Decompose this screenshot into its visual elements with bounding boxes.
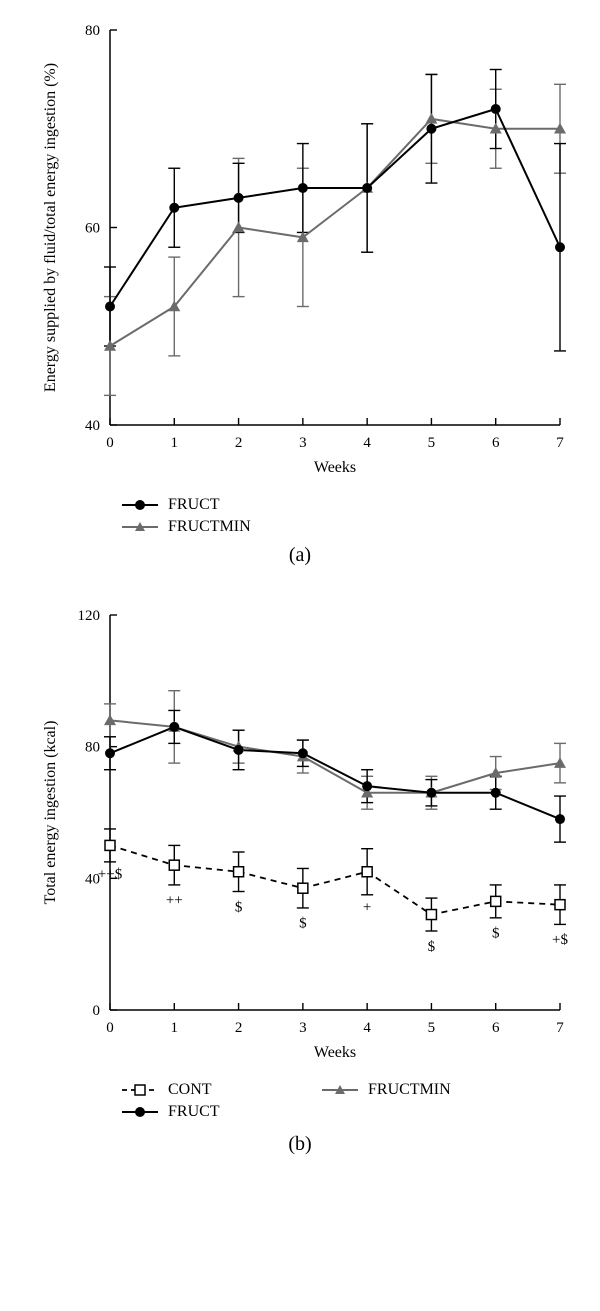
legend-marker-fruct xyxy=(120,1105,160,1119)
legend-b-item-fructmin: FRUCTMIN xyxy=(320,1081,520,1099)
svg-text:5: 5 xyxy=(428,435,436,451)
svg-text:0: 0 xyxy=(106,435,114,451)
svg-text:++$: ++$ xyxy=(98,866,123,882)
svg-text:Total energy ingestion (kcal): Total energy ingestion (kcal) xyxy=(42,721,59,905)
svg-text:$: $ xyxy=(428,939,436,955)
svg-text:5: 5 xyxy=(428,1020,436,1036)
panel-b-label: (b) xyxy=(20,1133,580,1156)
svg-text:Energy supplied by fluid/total: Energy supplied by fluid/total energy in… xyxy=(42,63,59,392)
chart-a-svg: 40 60 80 0 1 2 3 4 5 6 7 Weeks Energy supplied by fl… xyxy=(20,10,580,490)
svg-text:120: 120 xyxy=(78,608,101,624)
svg-text:0: 0 xyxy=(106,1020,114,1036)
svg-text:Weeks: Weeks xyxy=(314,1044,356,1061)
panel-a-label: (a) xyxy=(20,544,580,567)
svg-text:6: 6 xyxy=(492,1020,500,1036)
legend-marker-cont xyxy=(120,1083,160,1097)
svg-text:3: 3 xyxy=(299,435,307,451)
legend-label: CONT xyxy=(168,1081,212,1099)
chart-a: 40 60 80 0 1 2 3 4 5 6 7 Weeks Energy supplied by fl… xyxy=(20,10,580,585)
svg-text:+: + xyxy=(363,899,371,915)
legend-marker-fructmin xyxy=(120,520,160,534)
svg-text:$: $ xyxy=(235,899,243,915)
svg-text:7: 7 xyxy=(556,435,564,451)
svg-text:3: 3 xyxy=(299,1020,307,1036)
legend-marker-fructmin xyxy=(320,1083,360,1097)
chart-b: 0408012001234567WeeksTotal energy ingest… xyxy=(20,595,580,1174)
svg-text:+$: +$ xyxy=(552,932,568,948)
svg-text:80: 80 xyxy=(85,740,100,756)
legend-a-item-fructmin: FRUCTMIN xyxy=(120,518,580,536)
svg-text:6: 6 xyxy=(492,435,500,451)
svg-text:4: 4 xyxy=(363,1020,371,1036)
legend-marker-fruct xyxy=(120,498,160,512)
legend-b-item-fruct: FRUCT xyxy=(120,1103,320,1121)
legend-b-item-cont: CONT xyxy=(120,1081,320,1099)
svg-text:++: ++ xyxy=(166,893,183,909)
svg-text:80: 80 xyxy=(85,23,100,39)
legend-a: FRUCT FRUCTMIN xyxy=(120,496,580,536)
chart-b-svg: 0408012001234567WeeksTotal energy ingest… xyxy=(20,595,580,1075)
svg-text:4: 4 xyxy=(363,435,371,451)
svg-text:1: 1 xyxy=(171,1020,179,1036)
legend-b: CONT FRUCTMIN FRUCT xyxy=(120,1081,540,1125)
legend-label: FRUCTMIN xyxy=(368,1081,451,1099)
svg-text:0: 0 xyxy=(93,1003,101,1019)
svg-text:$: $ xyxy=(492,926,500,942)
svg-text:2: 2 xyxy=(235,435,243,451)
svg-text:40: 40 xyxy=(85,418,100,434)
svg-text:60: 60 xyxy=(85,221,100,237)
legend-label: FRUCTMIN xyxy=(168,518,251,536)
figure-container: 40608001234567WeeksEnergy supplied by fl… xyxy=(0,0,600,1174)
svg-text:$: $ xyxy=(299,916,307,932)
svg-text:1: 1 xyxy=(171,435,179,451)
svg-text:7: 7 xyxy=(556,1020,564,1036)
legend-label: FRUCT xyxy=(168,1103,220,1121)
legend-a-item-fruct: FRUCT xyxy=(120,496,580,514)
svg-text:2: 2 xyxy=(235,1020,243,1036)
svg-text:Weeks: Weeks xyxy=(314,459,356,476)
legend-label: FRUCT xyxy=(168,496,220,514)
